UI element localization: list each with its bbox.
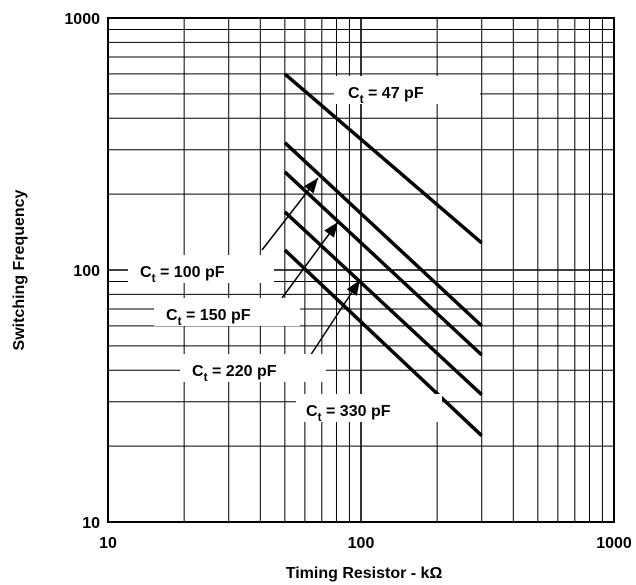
series-line <box>285 172 482 355</box>
x-axis-label: Timing Resistor - kΩ <box>286 565 443 582</box>
label-arrowhead <box>324 222 338 238</box>
x-tick-label: 10 <box>99 535 117 552</box>
label-arrowhead <box>347 280 360 296</box>
y-tick-label: 100 <box>73 263 100 280</box>
x-tick-label: 100 <box>348 535 375 552</box>
series-line <box>285 143 482 326</box>
y-tick-label: 1000 <box>64 11 100 28</box>
x-tick-label: 1000 <box>596 535 632 552</box>
y-tick-label: 10 <box>82 515 100 532</box>
y-axis-label: Switching Frequency <box>11 189 28 350</box>
